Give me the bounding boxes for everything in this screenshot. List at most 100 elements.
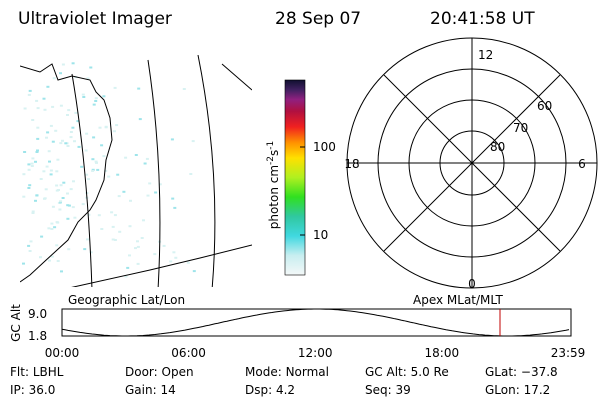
emission-dot	[67, 109, 71, 112]
emission-dot	[22, 173, 26, 176]
emission-dot	[71, 62, 75, 65]
emission-dot	[100, 228, 104, 230]
emission-dot	[174, 256, 178, 259]
emission-dot	[27, 168, 31, 171]
emission-dot	[66, 217, 70, 220]
emission-dot	[64, 142, 68, 145]
emission-dot	[173, 206, 177, 209]
emission-dot	[69, 131, 73, 133]
clock-label: 18	[344, 157, 359, 171]
emission-dot	[42, 170, 46, 173]
emission-dot	[45, 136, 48, 139]
time: 20:41:58 UT	[430, 9, 535, 29]
emission-dot	[136, 245, 140, 248]
emission-dot	[44, 188, 48, 191]
emission-dot	[113, 239, 117, 241]
emission-dot	[87, 213, 91, 216]
emission-dot	[91, 169, 95, 172]
emission-dot	[34, 160, 37, 163]
emission-dot	[23, 107, 27, 110]
unit-exp: -1	[266, 141, 276, 150]
status-field: GC Alt: 5.0 Re	[365, 365, 449, 379]
emission-dot	[86, 77, 90, 80]
emission-dot	[54, 129, 58, 132]
timeline-ytick: 1.8	[28, 329, 47, 343]
emission-dot	[162, 244, 166, 247]
emission-dot	[74, 111, 78, 114]
emission-dot	[110, 211, 114, 214]
emission-dot	[85, 173, 89, 176]
emission-dot	[136, 262, 140, 265]
emission-dot	[71, 126, 75, 129]
emission-dot	[113, 214, 117, 217]
emission-dot	[169, 260, 173, 263]
timeline-ytick: 9.0	[28, 307, 47, 321]
status-value: 14	[160, 383, 175, 397]
timeline-xtick: 06:00	[171, 346, 206, 360]
emission-dot	[71, 206, 75, 209]
emission-dot	[46, 131, 50, 134]
emission-dot	[89, 251, 93, 254]
lat-label: 80	[490, 140, 505, 154]
emission-dot	[27, 93, 31, 96]
emission-dot	[56, 260, 60, 262]
colorbar-unit: photon cm-2s-1	[266, 141, 281, 230]
unit-text: photon cm	[267, 165, 281, 229]
map-lines	[20, 55, 252, 287]
emission-dot	[31, 212, 35, 214]
status-label: GC Alt:	[365, 365, 407, 379]
emission-dot	[84, 149, 88, 152]
emission-dot	[136, 240, 139, 243]
emission-dot	[140, 237, 144, 239]
timeline-xtick: 23:59	[551, 346, 586, 360]
emission-dot	[27, 187, 31, 189]
status-value: −37.8	[521, 365, 558, 379]
timeline-axis-label: GC Alt	[9, 304, 23, 342]
emission-dot	[61, 139, 64, 142]
emission-dot	[51, 105, 55, 108]
emission-dot	[59, 142, 63, 145]
emission-dot	[28, 89, 32, 92]
unit-text: s	[267, 150, 281, 156]
emission-dot	[29, 240, 33, 243]
emission-dot	[91, 158, 95, 161]
emission-dot	[36, 149, 39, 152]
emission-dot	[86, 238, 89, 241]
emission-dot	[36, 137, 40, 140]
status-field: Gain: 14	[125, 383, 176, 397]
status-label: Gain:	[125, 383, 157, 397]
emission-dot	[69, 136, 73, 139]
status-value: 39	[396, 383, 411, 397]
emission-dot	[61, 63, 65, 66]
emission-dot	[31, 210, 35, 213]
timeline-xtick: 18:00	[425, 346, 460, 360]
emission-dot	[61, 197, 65, 199]
clock-label: 0	[468, 277, 476, 291]
status-label: GLon:	[485, 383, 520, 397]
emission-dot	[53, 226, 57, 229]
emission-dot	[66, 114, 69, 116]
emission-dot	[92, 103, 96, 106]
emission-dot	[95, 161, 98, 164]
emission-dot	[46, 85, 50, 88]
emission-dot	[48, 259, 51, 262]
emission-dot	[57, 189, 60, 191]
emission-dot	[97, 214, 101, 217]
emission-dot	[47, 150, 51, 153]
clock-label: 12	[478, 48, 493, 62]
emission-dot	[49, 169, 53, 172]
emission-dot	[143, 162, 147, 165]
emission-dot	[55, 221, 59, 224]
timeline-label: Apex MLat/MLT	[413, 293, 503, 307]
emission-dot	[113, 130, 116, 133]
emission-dot	[122, 190, 126, 193]
emission-dot	[94, 97, 98, 100]
emission-dot	[85, 132, 89, 135]
emission-dot	[49, 124, 53, 127]
emission-dot	[50, 255, 54, 258]
timeline-xtick: 00:00	[45, 346, 80, 360]
emission-dot	[66, 145, 70, 147]
emission-dot	[59, 200, 63, 203]
timeline-frame	[61, 308, 572, 337]
